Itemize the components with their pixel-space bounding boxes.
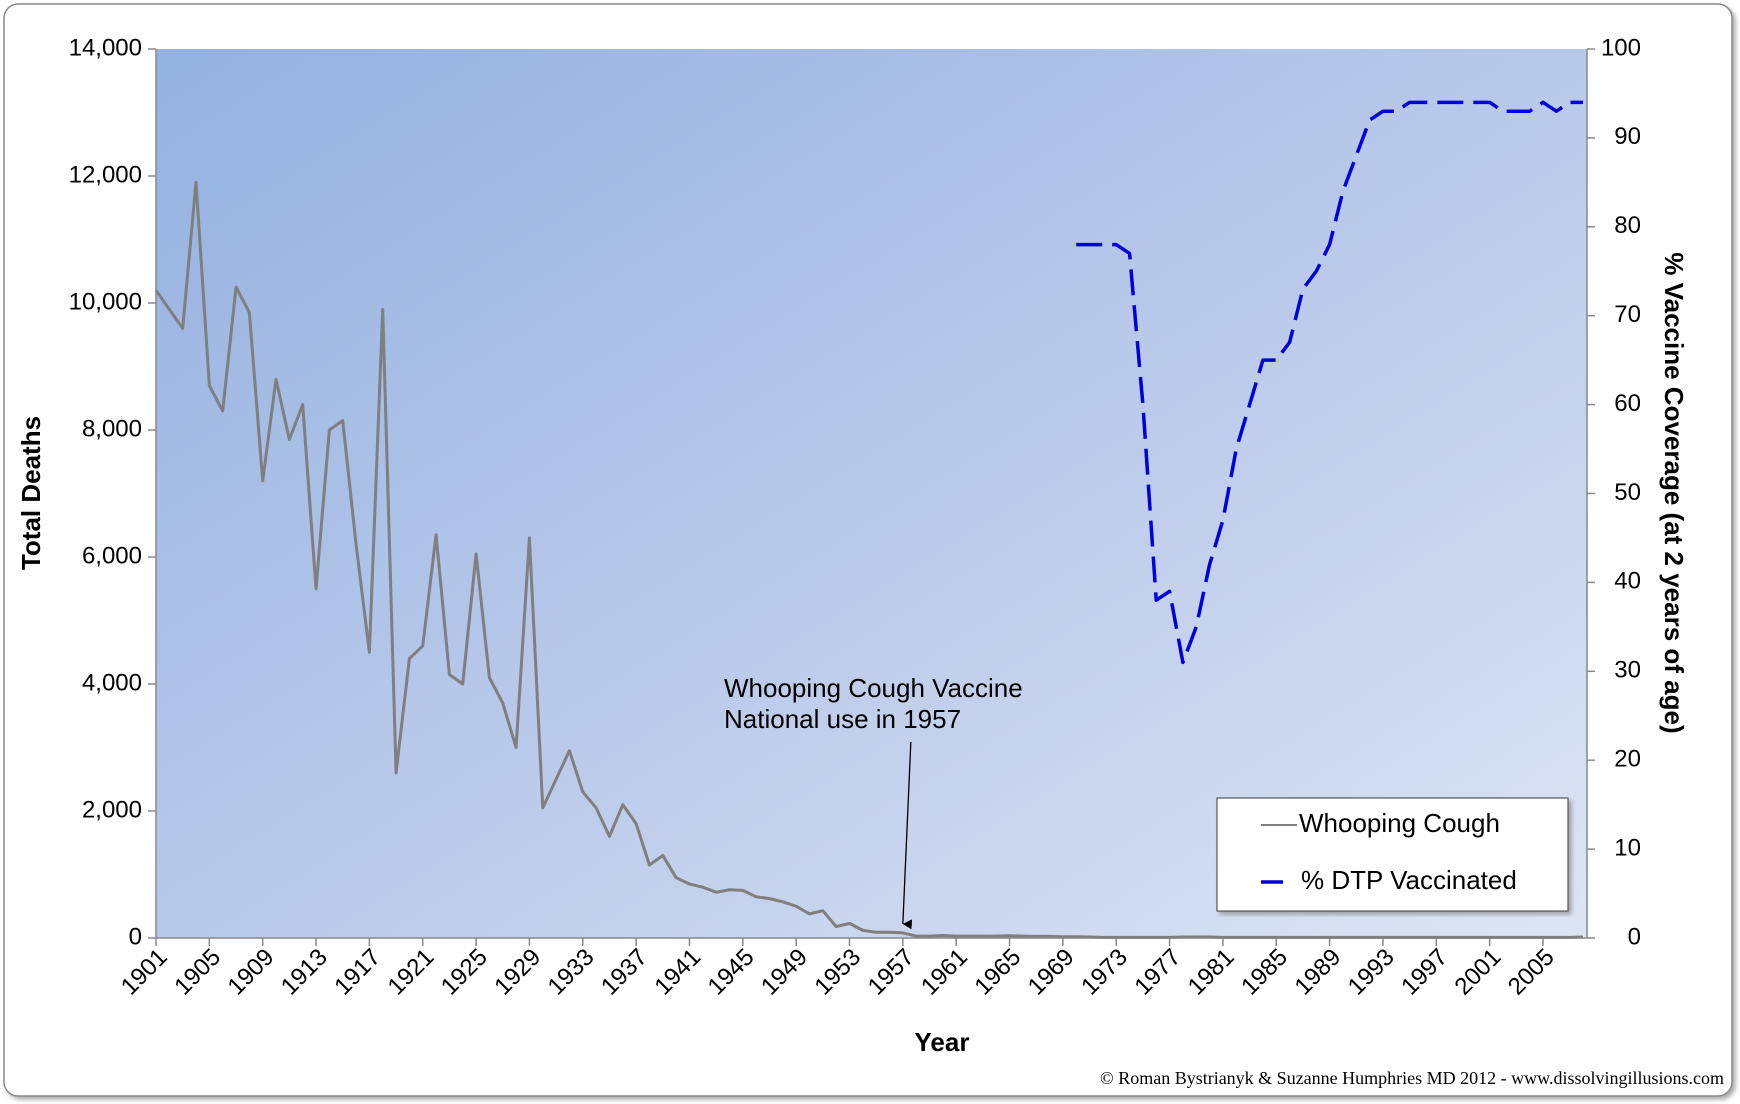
annotation-text: National use in 1957 <box>724 704 961 734</box>
y-tick-label: 6,000 <box>82 542 142 569</box>
y2-tick-label: 80 <box>1614 212 1641 239</box>
annotation-text: Whooping Cough Vaccine <box>724 673 1023 703</box>
series-line <box>154 180 1584 939</box>
y-tick-label: 2,000 <box>82 796 142 823</box>
y2-tick-label: 100 <box>1601 34 1641 61</box>
y-tick-label: 4,000 <box>82 669 142 696</box>
y-tick-label: 10,000 <box>69 288 142 315</box>
y-tick-label: 14,000 <box>69 34 142 61</box>
y2-tick-label: 20 <box>1614 746 1641 773</box>
y2-axis-title: % Vaccine Coverage (at 2 years of age) <box>1659 252 1689 733</box>
y-tick-label: 8,000 <box>82 415 142 442</box>
y2-tick-label: 50 <box>1614 479 1641 506</box>
y-axis-title: Total Deaths <box>16 416 46 570</box>
x-axis-title: Year <box>915 1027 970 1057</box>
y2-tick-label: 0 <box>1628 923 1641 950</box>
y2-tick-label: 30 <box>1614 657 1641 684</box>
y-tick-label: 0 <box>129 923 142 950</box>
legend-label: % DTP Vaccinated <box>1301 865 1517 895</box>
y2-tick-label: 90 <box>1614 123 1641 150</box>
plot-area <box>156 49 1587 938</box>
y2-tick-label: 70 <box>1614 301 1641 328</box>
legend-box <box>1216 797 1569 912</box>
legend-label: Whooping Cough <box>1299 808 1500 838</box>
y2-tick-label: 40 <box>1614 568 1641 595</box>
series-line <box>1076 100 1583 665</box>
y2-tick-label: 60 <box>1614 390 1641 417</box>
credit: © Roman Bystrianyk & Suzanne Humphries M… <box>1100 1068 1724 1088</box>
y-tick-label: 12,000 <box>69 161 142 188</box>
annotation-arrow <box>902 741 913 930</box>
y2-tick-label: 10 <box>1614 834 1641 861</box>
